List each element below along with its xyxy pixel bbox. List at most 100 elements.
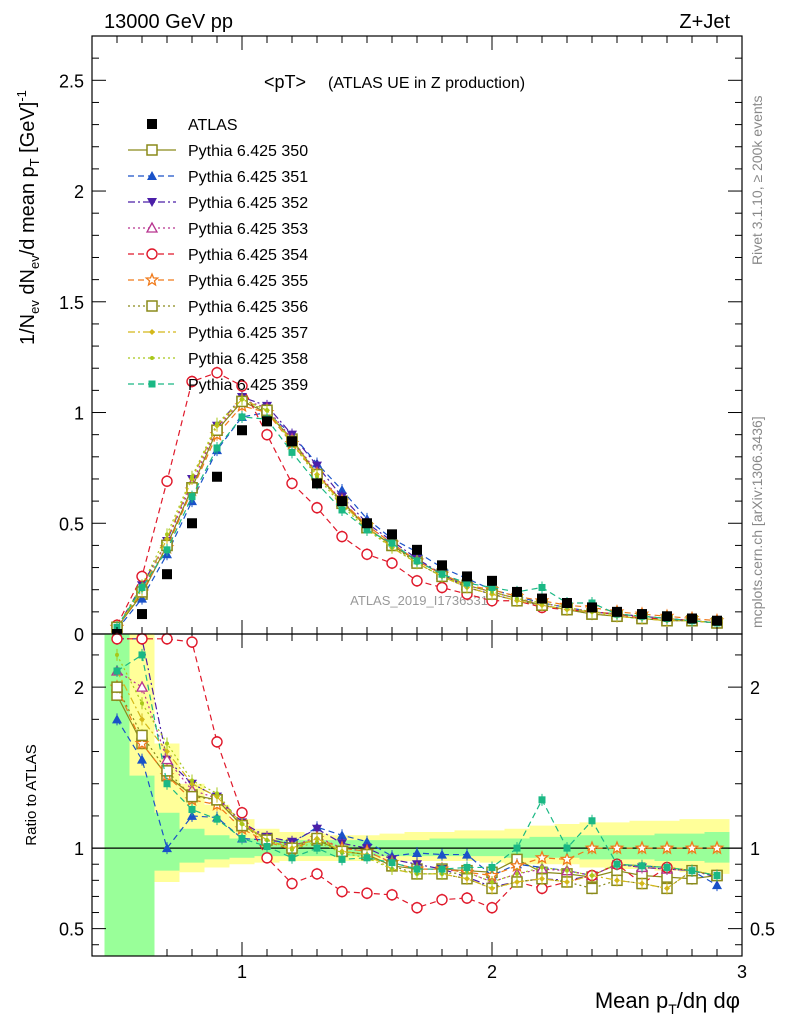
mc-point	[236, 380, 248, 392]
ratio-point	[238, 834, 246, 842]
ratio-point	[713, 872, 721, 879]
x-tick-label: 2	[487, 962, 497, 982]
ratio-point	[540, 865, 544, 870]
ratio-point	[112, 714, 122, 724]
ratio-point	[486, 902, 498, 914]
legend-marker	[147, 119, 157, 129]
legend-marker	[146, 300, 158, 312]
ratio-point	[534, 849, 550, 865]
mc-point	[186, 375, 198, 388]
legend-label: Pythia 6.425 353	[188, 221, 308, 238]
legend-marker	[147, 171, 157, 180]
ratio-point	[489, 885, 495, 892]
data-point	[187, 518, 197, 529]
mc-point	[411, 575, 423, 587]
ratio-point	[336, 885, 348, 898]
ratio-point	[186, 790, 198, 803]
ratio-point	[563, 844, 571, 852]
data-point	[262, 416, 272, 427]
legend-marker	[149, 329, 155, 335]
ratio-point	[684, 840, 700, 855]
y-axis-label-main: 1/Nev dNev/d mean pT [GeV]-1	[14, 90, 42, 345]
x-axis-label: Mean pT/dη dφ	[595, 988, 740, 1017]
ratio-point	[412, 847, 422, 857]
mc-point	[315, 474, 319, 479]
ratio-point	[613, 860, 621, 868]
mc-point	[137, 593, 147, 603]
mc-point	[361, 548, 373, 560]
ratio-frame	[91, 633, 743, 957]
ratio-point	[236, 807, 248, 819]
mc-point	[165, 532, 169, 537]
ratio-point	[290, 847, 294, 852]
ratio-point	[536, 882, 548, 895]
mc-point	[261, 428, 273, 441]
energy-label: 13000 GeV pp	[104, 11, 233, 33]
ratio-y-tick-label: 1	[74, 839, 84, 859]
ratio-point	[315, 839, 319, 844]
ratio-point	[312, 824, 322, 834]
ratio-point	[165, 741, 169, 746]
ratio-point	[388, 859, 396, 867]
ratio-point	[609, 840, 625, 855]
legend-marker	[148, 380, 156, 388]
data-point	[337, 496, 347, 507]
y-tick-label: 0	[74, 625, 84, 645]
ratio-y-tick-label: 2	[74, 678, 84, 698]
ratio-point	[664, 885, 670, 892]
legend-entry: Pythia 6.425 351	[128, 169, 308, 186]
legend-marker	[144, 272, 160, 287]
ratio-point	[215, 791, 219, 796]
legend-label: Pythia 6.425 358	[188, 351, 308, 368]
mc-point	[413, 557, 421, 565]
ratio-point	[514, 878, 520, 885]
ratio-y-tick-label-right: 2	[750, 678, 760, 698]
mc-point	[336, 530, 348, 543]
ratio-point	[240, 821, 244, 826]
ratio-point	[140, 701, 144, 706]
data-point	[287, 436, 297, 447]
ratio-point	[161, 765, 173, 777]
mc-point	[238, 413, 246, 421]
ratio-point	[490, 879, 494, 884]
x-tick-label: 3	[737, 962, 747, 982]
data-point	[512, 586, 522, 597]
ratio-point	[386, 889, 398, 901]
ratio-point	[163, 780, 171, 788]
ratio-point	[565, 868, 569, 873]
legend-marker	[150, 356, 154, 360]
mc-point	[240, 397, 244, 402]
data-point	[212, 471, 222, 482]
legend-label: ATLAS	[188, 117, 238, 134]
ratio-point	[190, 778, 194, 783]
plot-title-sub: (ATLAS UE in Z production)	[328, 75, 525, 92]
mc-point	[538, 583, 546, 591]
ratio-y-tick-label-right: 0.5	[750, 920, 775, 940]
legend-entry: Pythia 6.425 353	[128, 221, 308, 238]
ratio-point	[659, 840, 675, 855]
legend-entry: Pythia 6.425 355	[128, 272, 308, 290]
mc-point	[288, 448, 296, 456]
mc-point	[337, 485, 347, 495]
legend-label: Pythia 6.425 357	[188, 325, 308, 342]
ratio-point	[688, 867, 696, 875]
legend-label: Pythia 6.425 359	[188, 377, 308, 394]
ratio-point	[161, 633, 173, 645]
ratio-point	[362, 836, 372, 846]
y-axis-label-ratio: Ratio to ATLAS	[23, 744, 40, 845]
ratio-point	[136, 633, 148, 645]
legend-entry: Pythia 6.425 358	[128, 351, 308, 368]
legend-label: Pythia 6.425 354	[188, 247, 308, 264]
ratio-point	[261, 852, 273, 864]
data-point	[612, 606, 622, 617]
data-point	[237, 425, 247, 436]
legend-marker	[146, 144, 158, 156]
ratio-point	[515, 871, 519, 876]
legend-label: Pythia 6.425 356	[188, 299, 308, 316]
legend: ATLAS Pythia 6.425 350 Pythia 6.425 351 Pyt…	[128, 117, 308, 394]
data-point	[462, 571, 472, 582]
mc-point	[386, 557, 398, 569]
ratio-point	[437, 849, 447, 859]
ratio-point	[513, 844, 521, 852]
ratio-point	[111, 633, 123, 645]
